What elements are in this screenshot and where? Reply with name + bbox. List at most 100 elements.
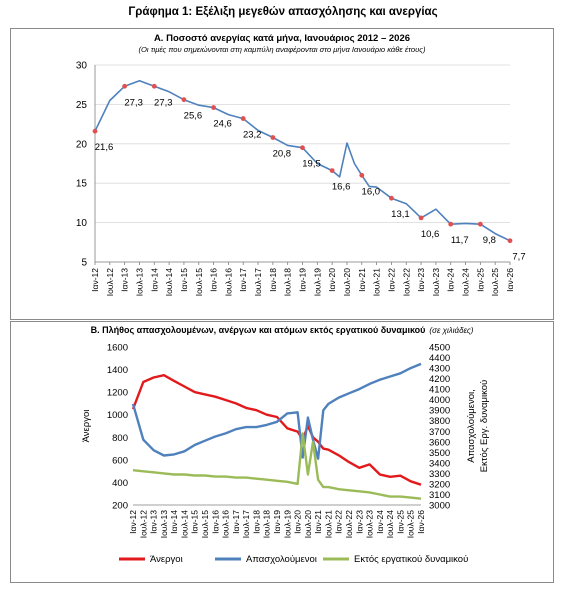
y-left-tick-label: 1200 bbox=[107, 388, 128, 399]
y-tick-label: 10 bbox=[76, 218, 88, 229]
data-label: 9,8 bbox=[483, 235, 496, 246]
x-tick-label: Ιαν-15 bbox=[190, 510, 200, 534]
chart-title: Β. Πλήθος απασχολουμένων, ανέργων και ατ… bbox=[91, 325, 426, 335]
x-tick-label: Ιουλ-13 bbox=[159, 510, 169, 539]
x-tick-label: Ιαν-21 bbox=[313, 510, 323, 534]
x-tick-label: Ιουλ-14 bbox=[179, 510, 189, 539]
x-tick-label: Ιαν-22 bbox=[386, 268, 396, 292]
y-tick-label: 30 bbox=[76, 61, 88, 72]
y-left-tick-label: 800 bbox=[112, 433, 128, 444]
series-lines bbox=[131, 362, 422, 500]
x-tick-label: Ιαν-20 bbox=[293, 510, 303, 534]
data-label: 23,2 bbox=[243, 130, 262, 141]
x-tick-label: Ιαν-18 bbox=[251, 510, 261, 534]
y-right-tick-label: 4300 bbox=[429, 364, 450, 375]
x-tick-label: Ιουλ-17 bbox=[253, 268, 263, 297]
y-right-tick-label: 4200 bbox=[429, 374, 450, 385]
data-label: 11,7 bbox=[451, 235, 469, 246]
x-tick-label: Ιαν-13 bbox=[120, 268, 130, 292]
data-label: 21,6 bbox=[95, 142, 114, 153]
x-tick-label: Ιουλ-12 bbox=[138, 510, 148, 539]
y-right-tick-label: 4500 bbox=[429, 343, 450, 354]
page-title: Γράφημα 1: Εξέλιξη μεγεθών απασχόλησης κ… bbox=[128, 6, 438, 18]
january-marker bbox=[300, 145, 305, 151]
y-tick-label: 25 bbox=[76, 100, 88, 111]
x-tick-label: Ιουλ-22 bbox=[401, 268, 411, 297]
y-left-tick-label: 1400 bbox=[107, 365, 128, 376]
legend-item-out-of-labour: Εκτός εργατικού δυναμικού bbox=[323, 554, 468, 565]
x-tick-label: Ιουλ-19 bbox=[312, 268, 322, 297]
x-tick-label: Ιουλ-20 bbox=[303, 510, 313, 539]
x-tick-label: Ιαν-23 bbox=[416, 268, 426, 292]
data-labels: 21,6 27,3 27,3 25,6 24,6 23,2 20,8 19,5 16,6 16,0… bbox=[95, 97, 526, 262]
x-tick-label: Ιαν-24 bbox=[446, 268, 456, 292]
y-right-tick-label: 4400 bbox=[429, 353, 450, 364]
x-tick-label: Ιαν-20 bbox=[327, 268, 337, 292]
x-tick-label: Ιαν-18 bbox=[268, 268, 278, 292]
x-tick-label: Ιουλ-22 bbox=[344, 510, 354, 539]
x-tick-label: Ιουλ-16 bbox=[223, 268, 233, 297]
series-line-unemployed bbox=[131, 374, 422, 486]
january-marker bbox=[240, 116, 246, 121]
x-tick-label: Ιουλ-13 bbox=[134, 268, 144, 297]
chart-title-line: Β. Πλήθος απασχολουμένων, ανέργων και ατ… bbox=[91, 325, 474, 335]
series-unemployment-rate bbox=[92, 79, 513, 244]
data-label: 13,1 bbox=[391, 209, 410, 220]
x-tick-label: Ιαν-16 bbox=[210, 510, 220, 534]
y-right-tick-label: 3500 bbox=[429, 448, 450, 459]
data-label: 7,7 bbox=[512, 252, 525, 263]
chart-panel-unemployment-rate: Α. Ποσοστό ανεργίας κατά μήνα, Ιανουάριο… bbox=[10, 28, 554, 320]
y-left-tick-label: 1000 bbox=[107, 410, 128, 421]
y-left-tick-label: 600 bbox=[112, 455, 128, 466]
january-marker bbox=[359, 172, 365, 178]
unemployment-rate-chart: Α. Ποσοστό ανεργίας κατά μήνα, Ιανουάριο… bbox=[76, 33, 526, 297]
january-marker bbox=[181, 97, 187, 103]
legend-label: Άνεργοι bbox=[150, 554, 183, 565]
x-tick-label: Ιουλ-17 bbox=[241, 510, 251, 539]
data-label: 10,6 bbox=[421, 229, 440, 240]
x-tick-label: Ιουλ-15 bbox=[194, 268, 204, 297]
y-tick-label: 20 bbox=[76, 139, 88, 150]
x-tick-label: Ιαν-25 bbox=[475, 268, 485, 292]
y-right-tick-label: 3300 bbox=[429, 469, 450, 480]
y-right-tick-label: 4000 bbox=[429, 395, 450, 406]
x-tick-label: Ιουλ-21 bbox=[372, 268, 382, 297]
x-tick-label: Ιαν-23 bbox=[354, 510, 364, 534]
y-right-tick-label: 3600 bbox=[429, 437, 450, 448]
x-tick-label: Ιαν-14 bbox=[149, 268, 159, 292]
x-tick-label: Ιουλ-25 bbox=[406, 510, 416, 539]
x-tick-label: Ιαν-25 bbox=[395, 510, 405, 534]
x-tick-label: Ιαν-26 bbox=[416, 510, 426, 534]
x-tick-label: Ιουλ-24 bbox=[461, 268, 471, 297]
january-marker bbox=[151, 83, 157, 89]
y-left-tick-label: 1600 bbox=[107, 343, 128, 354]
y-right-axis-label: Εκτός Εργ. δυναμικού bbox=[479, 380, 490, 473]
legend-item-unemployed: Άνεργοι bbox=[119, 554, 183, 565]
x-tick-label: Ιαν-12 bbox=[128, 510, 138, 534]
data-label: 24,6 bbox=[213, 119, 232, 130]
y-right-axis-label: Απασχολούμενοι, bbox=[466, 389, 477, 463]
data-label: 25,6 bbox=[184, 111, 203, 122]
x-tick-label: Ιουλ-19 bbox=[282, 510, 292, 539]
axes: 200 400 600 800 1000 1200 1400 1600 300031003200… bbox=[81, 343, 490, 539]
january-marker bbox=[122, 83, 128, 89]
january-marker bbox=[477, 221, 483, 227]
legend-label: Εκτός εργατικού δυναμικού bbox=[354, 554, 468, 565]
legend: Άνεργοι Απασχολούμενοι Εκτός εργατικού δυν… bbox=[119, 554, 468, 565]
x-tick-label: Ιαν-16 bbox=[209, 268, 219, 292]
january-marker bbox=[270, 135, 276, 140]
january-marker bbox=[329, 168, 335, 173]
y-right-tick-label: 3200 bbox=[429, 479, 450, 490]
x-tick-label: Ιουλ-14 bbox=[164, 268, 174, 297]
chart-title: Α. Ποσοστό ανεργίας κατά μήνα, Ιανουάριο… bbox=[154, 33, 410, 44]
legend-label: Απασχολούμενοι bbox=[246, 554, 317, 565]
y-left-tick-label: 200 bbox=[112, 501, 128, 512]
january-marker bbox=[389, 195, 394, 201]
january-marker bbox=[211, 105, 216, 110]
x-tick-label: Ιαν-14 bbox=[169, 510, 179, 534]
axes: 5 10 15 20 25 30 Ιαν-12 Ιουλ-12 Ιαν-13 Ιουλ-13 Ιαν… bbox=[76, 61, 515, 297]
x-tick-label: Ιουλ-15 bbox=[200, 510, 210, 539]
x-tick-label: Ιαν-17 bbox=[238, 268, 248, 292]
series-line-unemployment-rate bbox=[94, 79, 511, 242]
x-tick-label: Ιαν-17 bbox=[231, 510, 241, 534]
